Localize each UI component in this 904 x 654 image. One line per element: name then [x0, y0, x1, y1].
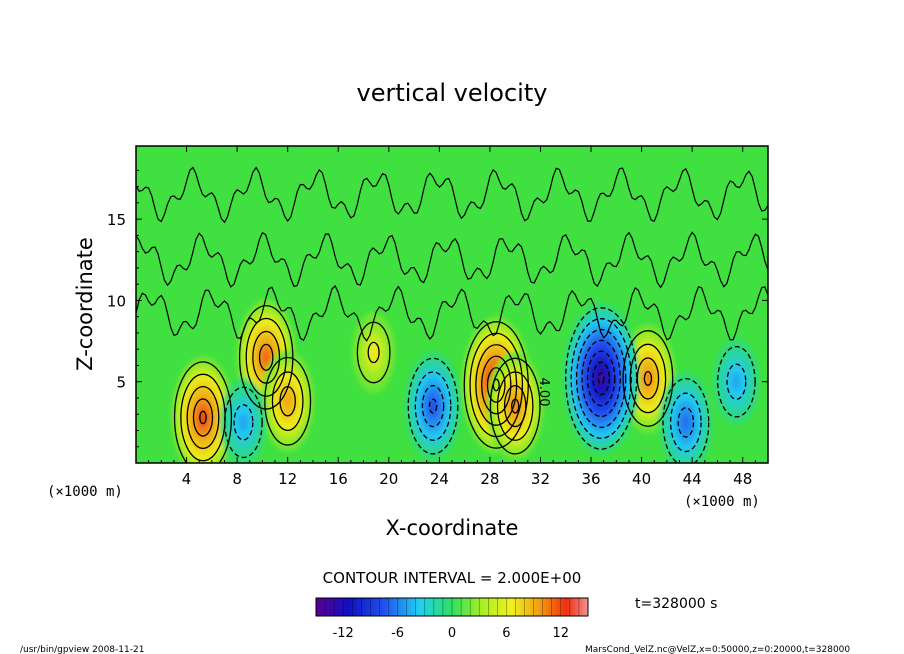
contour-ring: [629, 343, 667, 414]
contour-lines: [136, 166, 768, 463]
field-cell: [598, 373, 604, 384]
colorbar-ticks: -12 -6 0 6 12: [333, 626, 569, 641]
contour-ring: [481, 355, 512, 415]
contour-ring: [279, 385, 296, 417]
zero-contour: [136, 231, 768, 289]
contour-ring: [192, 398, 214, 437]
contour-ring: [581, 339, 621, 418]
x-tick-label: 44: [683, 470, 702, 488]
contour-ring: [463, 321, 529, 449]
contour-interval: CONTOUR INTERVAL = 2.000E+00: [323, 569, 582, 587]
x-tick-label: 4: [182, 470, 192, 488]
contour-ring: [233, 404, 254, 441]
contour-ring: [496, 371, 534, 441]
contour-ring: [669, 392, 702, 453]
contour-ring: [597, 372, 605, 385]
field-cell: [511, 399, 519, 413]
field-cell: [238, 413, 249, 432]
contour-ring: [636, 357, 660, 400]
contour-ring: [421, 384, 445, 428]
y-tick-label: 15: [107, 211, 126, 229]
contour-ring: [570, 318, 632, 439]
field-cell: [644, 371, 652, 386]
colorbar-divisions: [324, 598, 580, 616]
field-cell: [368, 342, 380, 363]
contour-ring: [224, 386, 263, 459]
colorbar-tick-label: 6: [502, 626, 510, 641]
contour-ring: [677, 407, 695, 438]
contour-ring: [643, 370, 653, 386]
field-cell: [283, 393, 292, 409]
contour-ring: [586, 350, 616, 407]
contour-ring: [264, 356, 312, 446]
x-unit-left: (×1000 m): [47, 484, 123, 500]
zero-contour: [136, 284, 768, 342]
x-tick-label: 16: [329, 470, 348, 488]
contour-ring: [414, 371, 452, 441]
colorbar-tick-label: 0: [448, 626, 456, 641]
contour-ring: [407, 357, 459, 455]
field-cell: [262, 350, 270, 364]
footer-left: /usr/bin/gpview 2008-11-21: [20, 645, 144, 654]
time-label: t=328000 s: [635, 596, 717, 612]
contour-ring: [258, 343, 274, 371]
contour-ring: [173, 361, 233, 463]
contour-ring: [511, 398, 520, 414]
x-tick-label: 28: [480, 470, 499, 488]
y-axis-label: Z-coordinate: [73, 237, 97, 371]
contour-ring: [238, 304, 294, 410]
x-axis-label: X-coordinate: [386, 516, 519, 540]
x-tick-label: 12: [278, 470, 297, 488]
colorbar-tick-label: -12: [333, 626, 354, 641]
contour-ring: [486, 367, 506, 403]
x-tick-label: 40: [632, 470, 651, 488]
x-unit-right: (×1000 m): [684, 494, 760, 510]
contour-ring: [199, 410, 207, 425]
contour-ring: [662, 377, 710, 463]
contour-ring: [428, 398, 438, 414]
x-axis-ticks: 4 8 12 16 20 24 28 32 36 40 44 48: [148, 146, 756, 488]
chart-title: vertical velocity: [357, 79, 548, 107]
contour-ring: [565, 307, 638, 450]
colorbar-tick-label: -6: [391, 626, 404, 641]
x-tick-label: 20: [379, 470, 398, 488]
field-cell: [199, 411, 207, 424]
contour-ring: [489, 357, 541, 455]
contour-ring: [622, 330, 674, 427]
field-cell: [429, 399, 437, 413]
contour-ring: [592, 361, 610, 396]
x-tick-label: 48: [733, 470, 752, 488]
contour-ring: [575, 328, 627, 429]
field-cell: [682, 415, 690, 430]
plot-area: [136, 146, 768, 463]
zero-contour: [136, 166, 768, 224]
field-features: [171, 299, 760, 463]
contour-ring: [367, 341, 380, 364]
contour-ring: [271, 371, 304, 432]
contour-label: 4.00: [536, 378, 551, 407]
y-tick-label: 5: [116, 374, 126, 392]
contour-ring: [726, 363, 747, 400]
contour-ring: [186, 385, 220, 450]
x-tick-label: 24: [430, 470, 449, 488]
footer-right: MarsCond_VelZ.nc@VelZ,x=0:50000,z=0:2000…: [585, 645, 850, 654]
y-tick-label: 10: [107, 292, 126, 310]
contour-ring: [503, 384, 527, 428]
x-tick-label: 32: [531, 470, 550, 488]
field-cell: [731, 372, 742, 391]
x-tick-label: 36: [581, 470, 600, 488]
contour-ring: [717, 345, 756, 418]
y-axis-ticks: 5 10 15: [107, 169, 768, 448]
x-tick-label: 8: [232, 470, 242, 488]
contour-ring: [475, 344, 518, 426]
colorbar-tick-label: 12: [553, 626, 570, 641]
